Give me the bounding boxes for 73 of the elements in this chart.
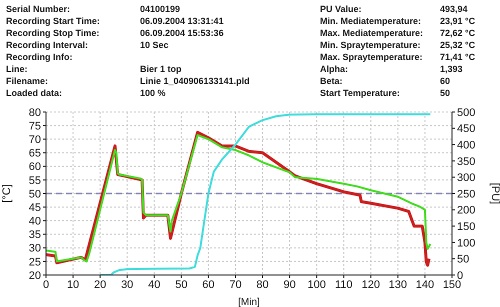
x-tick-label: 30: [121, 278, 134, 291]
text: Recording Interval:: [6, 40, 88, 50]
x-tick-label: 110: [334, 278, 353, 291]
text: Min. Spraytemperature:: [320, 40, 421, 50]
y2-tick-label: 100: [457, 237, 476, 250]
text: 100 %: [140, 88, 166, 98]
x-tick-label: 80: [256, 278, 269, 291]
text: 10 Sec: [140, 40, 169, 50]
y2-tick-label: 200: [457, 204, 476, 217]
text: Start Temperature:: [320, 88, 400, 98]
y2-axis-title: [PU]: [489, 182, 500, 204]
y2-tick-label: 350: [457, 156, 476, 168]
y-tick-label: 70: [28, 134, 41, 146]
text: 04100199: [140, 4, 180, 14]
x-tick-label: 60: [202, 278, 215, 291]
text: 60: [440, 76, 450, 86]
text: Filename:: [6, 76, 48, 86]
text: Min. Mediatemperature:: [320, 16, 422, 26]
text: Beta:: [320, 76, 343, 86]
text: Serial Number:: [6, 4, 70, 14]
text: 493,94: [440, 4, 468, 14]
y-tick-label: 50: [28, 188, 41, 200]
x-tick-label: 0: [42, 278, 50, 291]
y2-tick-label: 250: [457, 188, 476, 200]
y-tick-label: 25: [28, 256, 41, 268]
text: 23,91 °C: [440, 16, 476, 26]
y-tick-label: 40: [28, 216, 41, 228]
x-axis-title: [Min]: [238, 297, 260, 307]
y2-tick-label: 150: [457, 221, 476, 234]
text: Recording Start Time:: [6, 16, 100, 26]
text: Bier 1 top: [140, 64, 182, 74]
text: Line:: [6, 64, 28, 74]
text: 06.09.2004 13:31:41: [140, 16, 224, 26]
x-tick-label: 100: [307, 278, 326, 291]
y2-tick-label: 500: [457, 106, 476, 119]
text: 50: [440, 88, 450, 98]
y-tick-label: 80: [28, 106, 41, 119]
x-tick-label: 50: [175, 278, 188, 291]
line-series: [99, 113, 432, 275]
y-tick-label: 60: [28, 161, 41, 174]
y2-tick-label: 400: [457, 140, 476, 152]
y-tick-label: 30: [28, 242, 41, 255]
y-axis-title: [°C]: [0, 184, 13, 203]
y2-tick-label: 300: [457, 172, 476, 184]
y-tick-label: 35: [28, 229, 41, 242]
text: PU Value:: [320, 4, 362, 14]
text: 71,41 °C: [440, 52, 476, 62]
text: Loaded data:: [6, 88, 62, 98]
text: 72,62 °C: [440, 28, 476, 38]
text: 1,393: [440, 64, 463, 74]
x-tick-label: 140: [416, 278, 434, 291]
y-tick-label: 20: [28, 270, 41, 282]
x-tick-label: 70: [229, 278, 242, 291]
x-tick-label: 130: [388, 278, 408, 291]
text: Linie 1_040906133141.pld: [140, 76, 250, 86]
x-tick-label: 10: [66, 278, 80, 291]
text: Recording Stop Time:: [6, 28, 100, 38]
x-tick-label: 40: [148, 278, 160, 291]
text: Recording Info:: [6, 52, 72, 62]
y-tick-label: 45: [28, 202, 41, 214]
x-tick-label: 120: [362, 278, 380, 291]
y-tick-label: 75: [28, 120, 41, 132]
y-tick-label: 65: [28, 148, 41, 160]
x-tick-label: 90: [283, 278, 296, 291]
y2-tick-label: 50: [457, 254, 470, 266]
text: Alpha:: [320, 64, 348, 74]
text: 25,32 °C: [440, 40, 476, 50]
y-tick-label: 55: [28, 174, 41, 187]
text: Max. Mediatemperature:: [320, 28, 424, 38]
x-tick-label: 20: [94, 278, 106, 291]
text: Max. Spraytemperature:: [320, 52, 423, 62]
text: 06.09.2004 15:53:36: [140, 28, 224, 38]
y2-tick-label: 450: [457, 123, 476, 136]
